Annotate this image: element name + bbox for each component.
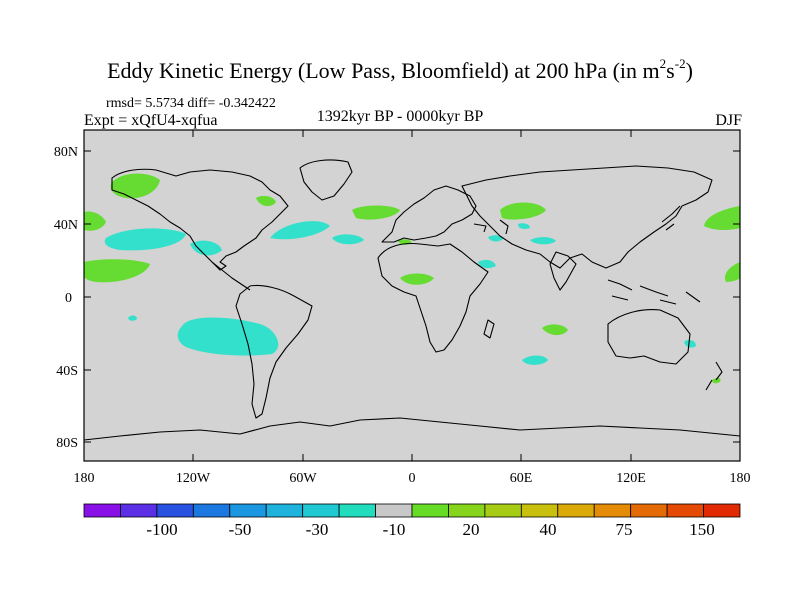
colorbar-swatch <box>593 503 632 518</box>
positive-anomaly <box>110 173 160 199</box>
coastline-central-america <box>211 261 251 291</box>
colorbar-label: 75 <box>616 520 633 539</box>
map-background <box>84 130 740 461</box>
negative-anomaly <box>530 237 556 245</box>
coastline-antarctica <box>83 417 741 441</box>
colorbar-swatch <box>411 503 449 518</box>
negative-anomaly <box>104 228 186 251</box>
coastline-greenland <box>299 159 353 201</box>
colorbar-swatch <box>703 503 741 518</box>
coastlines <box>83 159 741 441</box>
coastline-north-america <box>111 168 289 271</box>
colorbar-swatch <box>338 503 376 518</box>
negative-anomaly <box>684 339 696 348</box>
colorbar-label: -30 <box>306 520 329 539</box>
colorbar-swatch <box>83 503 121 518</box>
season-label: DJF <box>715 112 742 129</box>
lon-label-180e: 180 <box>730 471 751 486</box>
axis-ticks <box>83 130 741 461</box>
anomaly-regions <box>84 173 740 384</box>
coastline-south-america <box>235 284 313 419</box>
coastline-islands <box>607 279 701 305</box>
positive-anomaly <box>400 273 434 285</box>
colorbar-swatch <box>265 503 304 518</box>
lat-label-80s: 80S <box>56 436 78 451</box>
colorbar-swatch <box>302 503 340 518</box>
negative-anomaly <box>488 235 503 242</box>
colorbar-swatch <box>448 503 486 518</box>
period-label: 1392kyr BP - 0000kyr BP <box>316 108 484 125</box>
colorbar-swatch <box>557 503 595 518</box>
coastline-asia <box>461 165 713 269</box>
lon-label-60e: 60E <box>510 471 533 486</box>
positive-anomaly <box>256 195 276 207</box>
negative-anomaly <box>518 223 530 229</box>
positive-anomaly <box>542 324 568 336</box>
coastline-india <box>549 251 577 291</box>
coastline-inland-seas <box>473 219 509 235</box>
negative-anomaly <box>190 240 222 256</box>
positive-anomaly <box>724 262 740 282</box>
lon-label-120w: 120W <box>176 471 211 486</box>
coastline-australia <box>607 309 691 365</box>
lat-label-0: 0 <box>65 291 72 306</box>
chart-title: Eddy Kinetic Energy (Low Pass, Bloomfiel… <box>107 56 693 83</box>
coastline-europe <box>381 185 477 243</box>
experiment-label: Expt = xQfU4-xqfua <box>84 112 218 129</box>
stats-text: rmsd= 5.5734 diff= -0.342422 <box>106 96 276 111</box>
colorbar-label: -100 <box>146 520 177 539</box>
coastline-madagascar <box>483 319 495 339</box>
positive-anomaly <box>712 377 721 384</box>
negative-anomaly <box>522 355 548 365</box>
positive-anomaly <box>352 205 400 220</box>
negative-anomaly <box>332 234 364 245</box>
colorbar-label: 40 <box>540 520 557 539</box>
negative-anomaly <box>270 221 330 240</box>
colorbar-swatch <box>630 503 668 518</box>
coastline-africa <box>377 242 489 353</box>
lon-label-60w: 60W <box>289 471 317 486</box>
lat-label-80n: 80N <box>54 145 78 160</box>
colorbar-label: 150 <box>689 520 715 539</box>
lon-label-120e: 120E <box>616 471 646 486</box>
colorbar-swatch <box>156 503 194 518</box>
colorbar-label: -50 <box>229 520 252 539</box>
negative-anomaly <box>128 315 137 321</box>
positive-anomaly <box>500 202 546 220</box>
lat-label-40s: 40S <box>56 364 78 379</box>
lat-label-40n: 40N <box>54 218 78 233</box>
colorbar-swatch <box>229 503 267 518</box>
positive-anomaly <box>704 206 740 230</box>
colorbar-swatch <box>120 503 158 518</box>
coastline-japan <box>661 205 681 231</box>
colorbar-label: 20 <box>463 520 480 539</box>
negative-anomaly <box>478 259 496 269</box>
colorbar-label: -10 <box>383 520 406 539</box>
lon-label-180w: 180 <box>74 471 95 486</box>
colorbar-swatch <box>520 503 559 518</box>
coastline-new-zealand <box>705 361 723 391</box>
colorbar-swatch <box>484 503 522 518</box>
colorbar-swatch <box>666 503 704 518</box>
negative-anomaly <box>177 317 279 356</box>
lon-label-0: 0 <box>409 471 416 486</box>
colorbar-swatch <box>192 503 231 518</box>
colorbar-swatch <box>375 503 413 518</box>
positive-anomaly <box>84 259 150 283</box>
positive-anomaly <box>84 211 106 231</box>
colorbar-labels: -100 -50 -30 -10 20 40 75 150 <box>146 520 714 539</box>
colorbar <box>83 503 741 518</box>
